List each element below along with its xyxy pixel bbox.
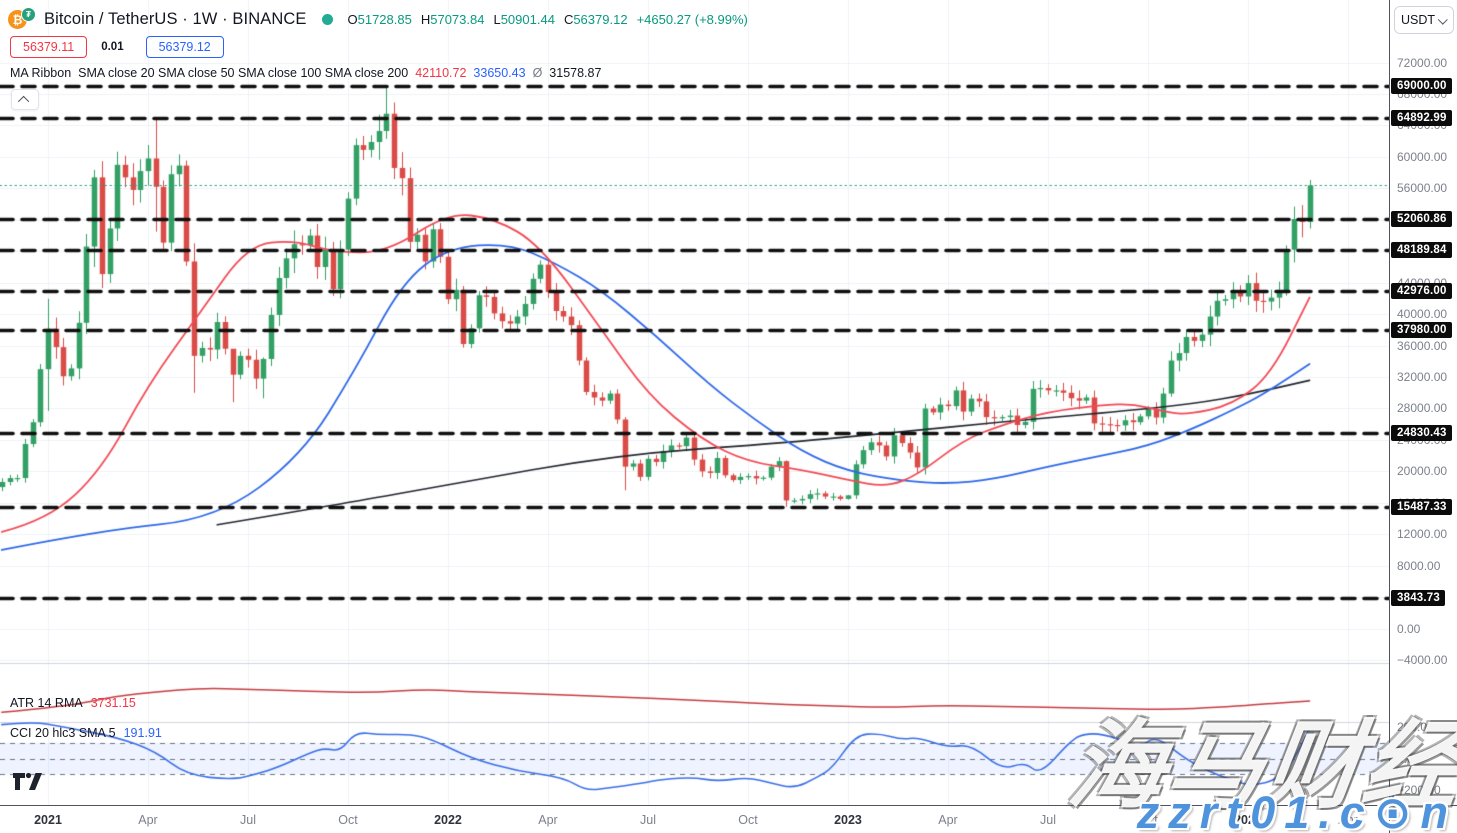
buy-button[interactable]: 56379.12 [145, 36, 224, 58]
high-value: 57073.84 [430, 11, 485, 27]
atr-label[interactable]: ATR 14 RMA [10, 696, 83, 710]
close-value: 56379.12 [573, 11, 628, 27]
price-tick-label: 12000.00 [1397, 527, 1448, 542]
collapse-panel-button[interactable] [11, 89, 39, 110]
sell-button[interactable]: 56379.11 [10, 36, 88, 58]
cci-tick-label: −200.00 [1397, 783, 1441, 797]
time-tick-label: Apr [1338, 813, 1358, 827]
tradingview-logo[interactable] [12, 772, 43, 796]
high-label: H [420, 11, 431, 27]
ma-mid-value: 33650.43 [473, 66, 526, 80]
price-level-badge: 3843.73 [1391, 590, 1445, 607]
open-value: 51728.85 [357, 11, 412, 27]
atr-value: 3731.15 [90, 696, 136, 710]
price-level-badge: 52060.86 [1391, 211, 1452, 228]
price-tick-label: 36000.00 [1397, 338, 1448, 353]
currency-unit-button[interactable]: USDT [1394, 6, 1454, 34]
ma-slow-value: 31578.87 [549, 66, 602, 80]
price-tick-label: 56000.00 [1397, 181, 1448, 196]
price-level-badge: 64892.99 [1391, 110, 1452, 127]
time-tick-label: Apr [938, 813, 958, 827]
chart-canvas[interactable] [0, 0, 1389, 805]
tether-icon: ₮ [21, 7, 36, 22]
cci-label[interactable]: CCI 20 hlc3 SMA 5 [10, 726, 116, 740]
ma-fast-value: 42110.72 [415, 66, 467, 80]
symbol-legend: ₿ ₮ Bitcoin / TetherUS · 1W · BINANCE O5… [8, 6, 748, 32]
cci-tick-label: 200.00 [1397, 720, 1434, 734]
spread-value: 0.01 [101, 41, 124, 53]
watermark-site-url: zzrt01.c⊙n [1136, 787, 1457, 833]
low-label: L [493, 11, 501, 27]
price-tick-label: 60000.00 [1397, 149, 1448, 164]
time-tick-label: Apr [538, 813, 558, 827]
ma-ribbon-label[interactable]: MA Ribbon [10, 66, 72, 80]
market-status-dot[interactable] [322, 13, 334, 25]
ohlc-values: O51728.85 H57073.84 L50901.44 C56379.12 … [347, 12, 747, 27]
time-tick-label: Oct [738, 813, 758, 827]
time-tick-label: 2022 [434, 813, 462, 827]
time-tick-label: Jul [639, 813, 656, 827]
price-level-badge: 42976.00 [1391, 282, 1452, 299]
chevron-down-icon [1437, 14, 1448, 25]
cci-value: 191.91 [123, 726, 162, 740]
pair-icon: ₿ ₮ [8, 7, 40, 31]
price-scale[interactable]: USDT 72000.0068000.0064000.0060000.00560… [1389, 0, 1457, 805]
price-tick-label: 40000.00 [1397, 307, 1448, 322]
time-tick-label: Jul [239, 813, 256, 827]
price-level-badge: 15487.33 [1391, 498, 1452, 515]
ma-avg-symbol: Ø [532, 66, 543, 80]
time-axis[interactable]: 2021 Apr Jul Oct 2022 Apr Jul Oct 2023 Apr Jul Oct 2… [0, 805, 1389, 833]
price-level-badge: 69000.00 [1391, 78, 1452, 95]
price-level-badge: 48189.84 [1391, 241, 1452, 258]
chevron-up-icon [17, 95, 30, 107]
close-label: C [563, 11, 574, 27]
price-tick-label: −4000.00 [1397, 653, 1448, 668]
time-tick-label: Oct [1138, 813, 1158, 827]
axis-corner [1389, 805, 1457, 833]
time-tick-label: 2023 [834, 813, 862, 827]
price-tick-label: 8000.00 [1397, 558, 1441, 573]
price-level-badge: 37980.00 [1391, 322, 1452, 339]
symbol-title[interactable]: Bitcoin / TetherUS · 1W · BINANCE [44, 9, 307, 28]
ma-ribbon-params: SMA close 20 SMA close 50 SMA close 100 … [78, 66, 409, 80]
price-tick-label: 20000.00 [1397, 464, 1448, 479]
quote-row: 56379.11 0.01 56379.12 [10, 36, 224, 58]
atr-legend: ATR 14 RMA 3731.15 [10, 696, 136, 710]
ma-ribbon-legend: MA Ribbon SMA close 20 SMA close 50 SMA … [10, 66, 601, 80]
price-tick-label: 0.00 [1397, 621, 1421, 636]
cci-legend: CCI 20 hlc3 SMA 5 191.91 [10, 726, 162, 740]
price-tick-label: 72000.00 [1397, 55, 1448, 70]
time-tick-label: Apr [138, 813, 158, 827]
time-tick-label: Oct [338, 813, 358, 827]
open-label: O [347, 11, 358, 27]
low-value: 50901.44 [500, 11, 555, 27]
currency-unit-label: USDT [1400, 13, 1436, 27]
time-tick-label: 2021 [34, 813, 62, 827]
change-value: +4650.27 (+8.99%) [636, 11, 748, 27]
price-tick-label: 32000.00 [1397, 370, 1448, 385]
time-tick-label: Jul [1039, 813, 1056, 827]
cci-tick-label: 0.00 [1397, 751, 1421, 766]
price-level-badge: 24830.43 [1391, 425, 1452, 442]
price-tick-label: 28000.00 [1397, 401, 1448, 416]
time-tick-label: 2024 [1234, 813, 1262, 827]
